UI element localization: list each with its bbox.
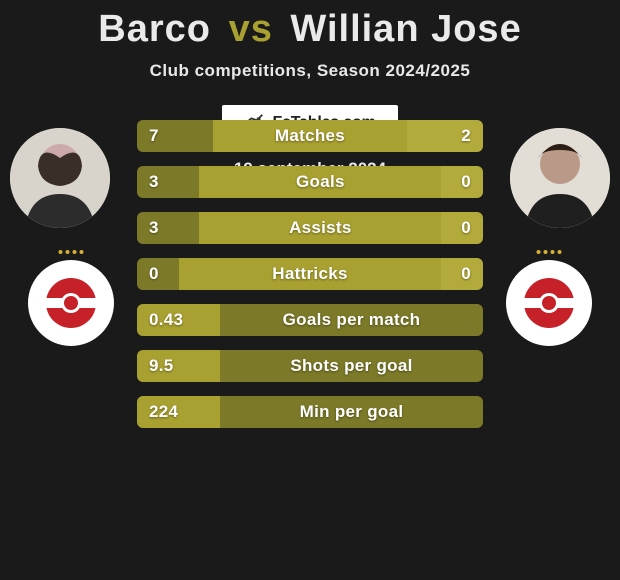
stat-right-value: 0 [441,212,483,244]
club-stars-icon [59,250,84,254]
stat-label: Goals per match [220,304,483,336]
comparison-title: Barco vs Willian Jose [0,0,620,51]
person-icon [510,128,610,228]
stat-left-value: 9.5 [137,350,220,382]
player2-avatar [510,128,610,228]
player1-club-badge [28,260,114,346]
club-crest-icon [44,276,98,330]
player1-avatar [10,128,110,228]
stat-left-value: 0 [137,258,179,290]
player1-name: Barco [98,8,211,50]
stat-label: Matches [213,120,407,152]
stat-left-value: 3 [137,166,199,198]
stat-label: Min per goal [220,396,483,428]
stat-label: Shots per goal [220,350,483,382]
club-crest-icon [522,276,576,330]
player2-club-badge [506,260,592,346]
person-icon [10,128,110,228]
stat-right-value: 0 [441,258,483,290]
stat-row: 0.43Goals per match [137,304,483,336]
stat-label: Goals [199,166,441,198]
stat-row: 3Assists0 [137,212,483,244]
club-stars-icon [537,250,562,254]
comparison-bars: 7Matches23Goals03Assists00Hattricks00.43… [137,120,483,428]
stat-left-value: 7 [137,120,213,152]
stat-right-value: 2 [407,120,483,152]
stat-row: 9.5Shots per goal [137,350,483,382]
stat-row: 3Goals0 [137,166,483,198]
stat-label: Hattricks [179,258,442,290]
stat-label: Assists [199,212,441,244]
stat-right-value: 0 [441,166,483,198]
vs-label: vs [229,8,273,50]
stat-row: 224Min per goal [137,396,483,428]
stat-left-value: 3 [137,212,199,244]
stat-left-value: 0.43 [137,304,220,336]
stat-row: 7Matches2 [137,120,483,152]
player2-name: Willian Jose [290,8,521,50]
stat-row: 0Hattricks0 [137,258,483,290]
stat-left-value: 224 [137,396,220,428]
subtitle: Club competitions, Season 2024/2025 [0,61,620,81]
